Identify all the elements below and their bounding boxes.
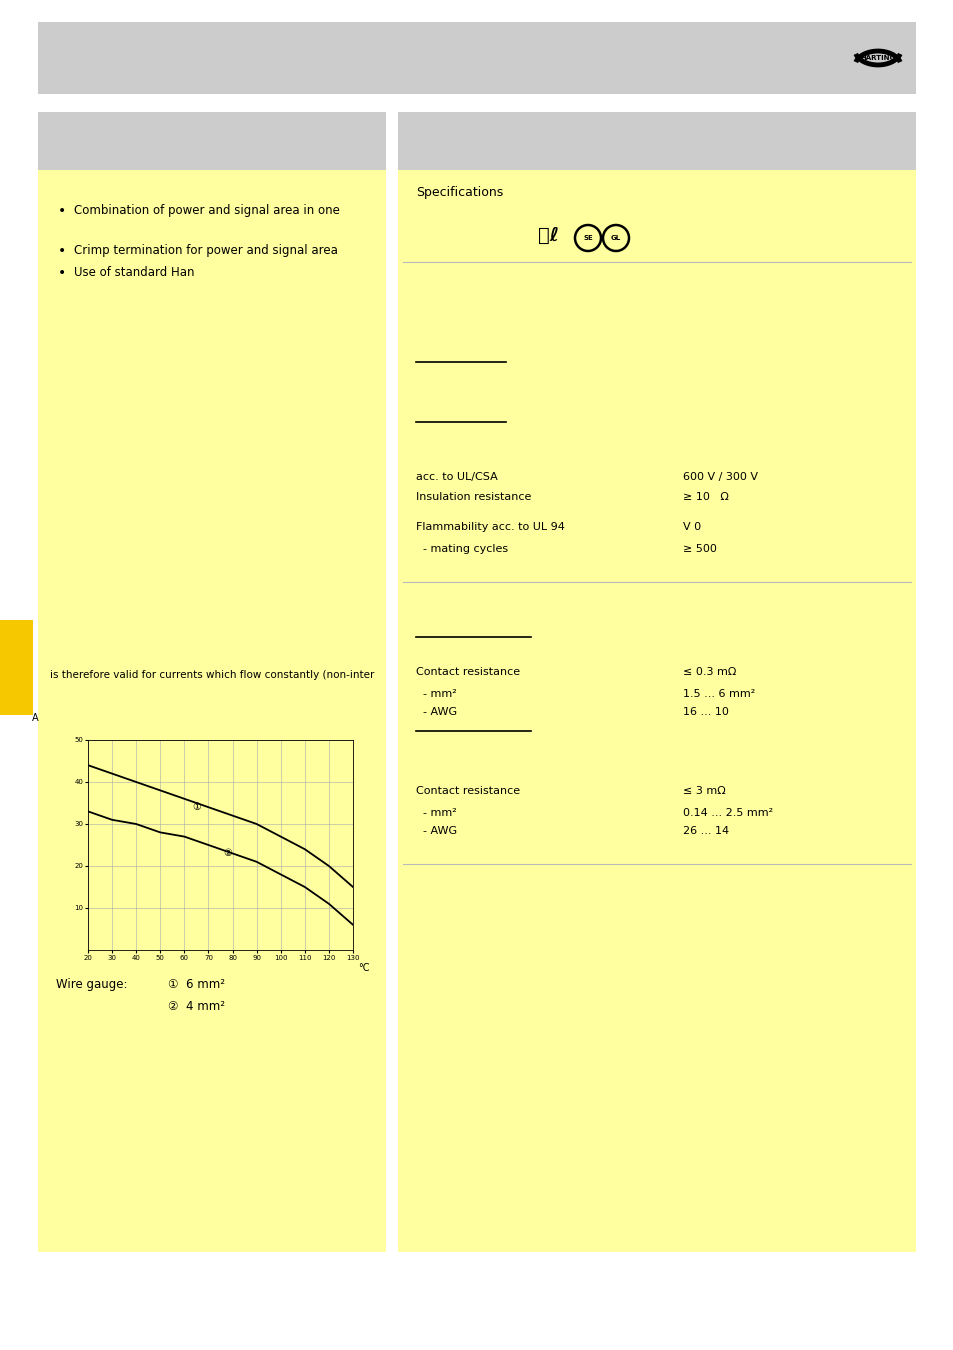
Text: acc. to UL/CSA: acc. to UL/CSA (416, 472, 497, 482)
Bar (38, 112, 386, 170)
Text: - mm²: - mm² (416, 688, 456, 699)
Text: SE: SE (582, 235, 592, 242)
Bar (397, 112, 915, 170)
Bar (38, 112, 386, 1251)
Text: is therefore valid for currents which flow constantly (non-inter: is therefore valid for currents which fl… (50, 670, 374, 680)
Text: Ⓤℓ: Ⓤℓ (537, 225, 558, 244)
Text: Insulation resistance: Insulation resistance (416, 491, 531, 502)
Text: - AWG: - AWG (416, 826, 456, 836)
Text: Wire gauge:: Wire gauge: (56, 977, 128, 991)
Text: ≥ 500: ≥ 500 (682, 544, 716, 554)
Y-axis label: A: A (31, 713, 38, 724)
Text: GL: GL (610, 235, 620, 242)
Text: ①  6 mm²: ① 6 mm² (168, 977, 225, 991)
Text: Specifications: Specifications (416, 186, 503, 198)
Text: •: • (58, 244, 66, 258)
Text: Contact resistance: Contact resistance (416, 786, 519, 796)
Text: Contact resistance: Contact resistance (416, 667, 519, 676)
Bar (38, 22, 915, 94)
Text: ≤ 0.3 mΩ: ≤ 0.3 mΩ (682, 667, 736, 676)
Text: 600 V / 300 V: 600 V / 300 V (682, 472, 758, 482)
Text: 16 ... 10: 16 ... 10 (682, 707, 728, 717)
Text: V 0: V 0 (682, 522, 700, 532)
Text: HARTING: HARTING (860, 55, 895, 61)
Bar (0, 620, 33, 716)
Text: 0.14 ... 2.5 mm²: 0.14 ... 2.5 mm² (682, 809, 772, 818)
Text: Combination of power and signal area in one: Combination of power and signal area in … (74, 204, 339, 217)
Text: - mm²: - mm² (416, 809, 456, 818)
X-axis label: °C: °C (357, 963, 369, 972)
Text: •: • (58, 266, 66, 279)
Text: •: • (58, 204, 66, 217)
Text: ≤ 3 mΩ: ≤ 3 mΩ (682, 786, 725, 796)
Text: 1.5 ... 6 mm²: 1.5 ... 6 mm² (682, 688, 755, 699)
Text: 26 ... 14: 26 ... 14 (682, 826, 728, 836)
Text: ①: ① (192, 802, 200, 813)
Text: - mating cycles: - mating cycles (416, 544, 508, 554)
Text: Flammability acc. to UL 94: Flammability acc. to UL 94 (416, 522, 564, 532)
Text: Use of standard Han: Use of standard Han (74, 266, 194, 279)
Text: ②: ② (223, 848, 232, 859)
Text: - AWG: - AWG (416, 707, 456, 717)
Bar (397, 112, 915, 1251)
Text: ≥ 10   Ω: ≥ 10 Ω (682, 491, 728, 502)
Text: ②  4 mm²: ② 4 mm² (168, 1000, 225, 1012)
Text: Crimp termination for power and signal area: Crimp termination for power and signal a… (74, 244, 337, 256)
